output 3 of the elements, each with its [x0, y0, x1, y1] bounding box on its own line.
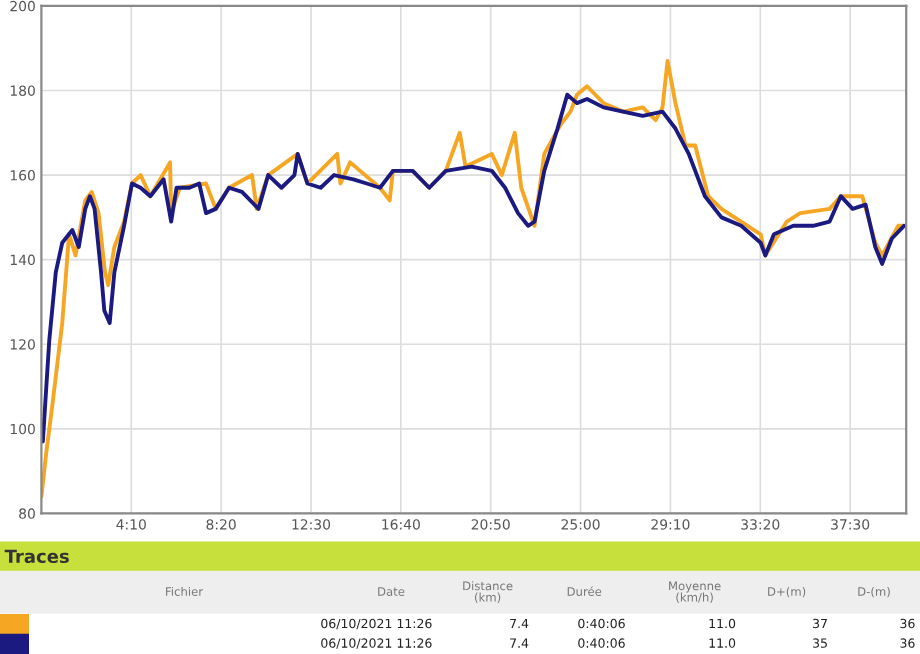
line-series [41, 92, 906, 444]
text: Traces [4, 549, 69, 564]
line-series [41, 58, 906, 499]
